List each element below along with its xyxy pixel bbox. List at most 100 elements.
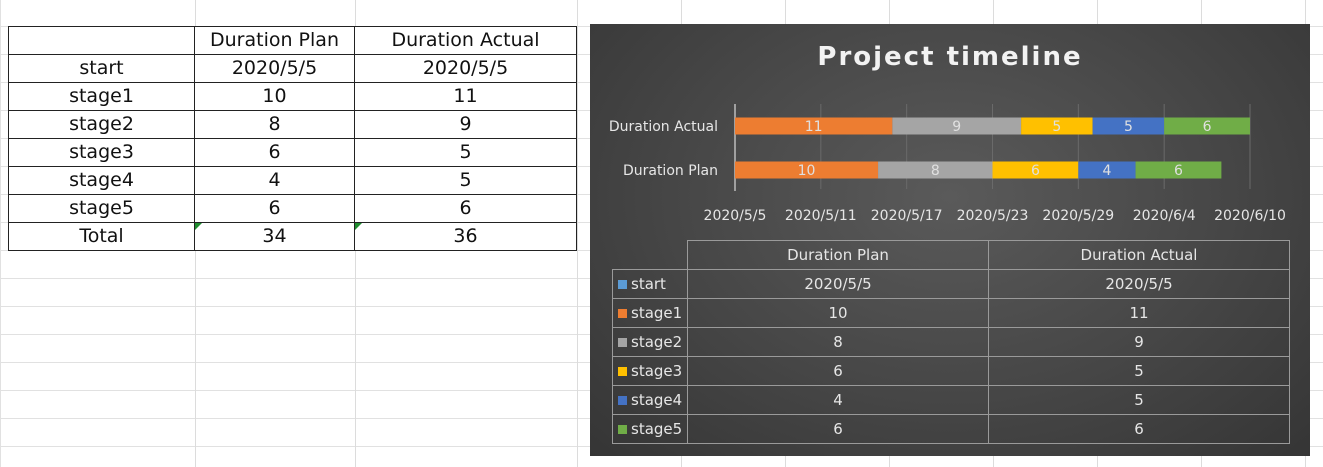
table-cell[interactable]: 6 <box>354 194 577 223</box>
error-indicator-icon <box>195 223 202 230</box>
table-cell[interactable]: 6 <box>194 138 355 167</box>
data-table-cell: 5 <box>988 385 1290 415</box>
table-cell[interactable]: stage4 <box>8 166 195 195</box>
data-table-row: stage5 6 6 <box>612 414 1290 444</box>
table-cell[interactable]: 36 <box>354 222 577 251</box>
table-row: stage5 6 6 <box>8 194 577 223</box>
x-tick-label: 2020/5/17 <box>871 208 943 224</box>
error-indicator-icon <box>355 223 362 230</box>
table-cell[interactable]: 2020/5/5 <box>354 54 577 83</box>
data-label: 6 <box>1203 119 1212 135</box>
table-cell[interactable]: stage2 <box>8 110 195 139</box>
x-tick-label: 2020/5/29 <box>1042 208 1114 224</box>
data-table-cell: 10 <box>687 298 989 328</box>
source-data-table: Duration Plan Duration Actual start 2020… <box>8 26 577 251</box>
table-row: stage3 6 5 <box>8 138 577 167</box>
table-row: stage1 10 11 <box>8 82 577 111</box>
bar-stage5 <box>1135 161 1222 179</box>
data-table-cell: 6 <box>687 414 989 444</box>
bar-stage4 <box>1078 161 1136 179</box>
data-label: 9 <box>952 119 961 135</box>
data-table-cell: 4 <box>687 385 989 415</box>
bar-stage1 <box>735 161 879 179</box>
data-table-header-row: Duration Plan Duration Actual <box>612 240 1290 270</box>
data-table-header: Duration Plan <box>687 240 989 270</box>
data-label: 5 <box>1052 119 1061 135</box>
y-category-label: Duration Actual <box>609 119 718 135</box>
table-row: start 2020/5/5 2020/5/5 <box>8 54 577 83</box>
x-tick-label: 2020/5/11 <box>785 208 857 224</box>
table-cell[interactable]: 5 <box>354 166 577 195</box>
bar-stage5 <box>1164 117 1250 135</box>
table-cell[interactable]: Duration Actual <box>354 26 577 55</box>
y-category-label: Duration Plan <box>623 163 718 179</box>
data-table-header: Duration Actual <box>988 240 1290 270</box>
data-table-row: stage3 6 5 <box>612 356 1290 386</box>
bar-stage2 <box>892 117 1022 135</box>
data-table-cell: 9 <box>988 327 1290 357</box>
table-cell[interactable]: stage1 <box>8 82 195 111</box>
chart-title: Project timeline <box>817 42 1083 72</box>
table-row-total: Total 34 36 <box>8 222 577 251</box>
data-table-cell: 11 <box>988 298 1290 328</box>
data-label: 10 <box>798 163 816 179</box>
data-table-row: start 2020/5/5 2020/5/5 <box>612 269 1290 299</box>
x-tick-label: 2020/5/23 <box>957 208 1029 224</box>
table-cell[interactable]: 8 <box>194 110 355 139</box>
data-label: 6 <box>1174 163 1183 179</box>
legend-label: stage4 <box>631 391 683 409</box>
data-table-cell: 8 <box>687 327 989 357</box>
bar-stage4 <box>1092 117 1165 135</box>
table-cell[interactable]: Total <box>8 222 195 251</box>
legend-key-stage5 <box>618 425 627 434</box>
legend-label: stage1 <box>631 304 683 322</box>
data-table-cell: 2020/5/5 <box>988 269 1290 299</box>
table-header-row: Duration Plan Duration Actual <box>8 26 577 55</box>
table-cell[interactable]: 4 <box>194 166 355 195</box>
table-cell[interactable]: Duration Plan <box>194 26 355 55</box>
table-cell[interactable]: stage5 <box>8 194 195 223</box>
data-label: 11 <box>805 119 823 135</box>
data-label: 4 <box>1102 163 1111 179</box>
table-cell[interactable] <box>8 26 195 55</box>
bar-stage3 <box>992 161 1079 179</box>
x-tick-label: 2020/5/5 <box>704 208 767 224</box>
data-table-row: stage4 4 5 <box>612 385 1290 415</box>
table-cell[interactable]: 9 <box>354 110 577 139</box>
x-tick-label: 2020/6/4 <box>1133 208 1196 224</box>
bar-stage3 <box>1021 117 1093 135</box>
table-cell[interactable]: 34 <box>194 222 355 251</box>
legend-key-stage4 <box>618 396 627 405</box>
data-label: 5 <box>1124 119 1133 135</box>
legend-label: stage5 <box>631 420 683 438</box>
x-tick-label: 2020/6/10 <box>1214 208 1286 224</box>
table-cell[interactable]: 10 <box>194 82 355 111</box>
legend-key-stage2 <box>618 338 627 347</box>
data-table-cell: 6 <box>988 414 1290 444</box>
table-cell[interactable]: 6 <box>194 194 355 223</box>
legend-label: stage3 <box>631 362 683 380</box>
table-cell[interactable]: stage3 <box>8 138 195 167</box>
table-cell[interactable]: 11 <box>354 82 577 111</box>
data-table-cell: 5 <box>988 356 1290 386</box>
legend-key-start <box>618 280 627 289</box>
legend-key-stage3 <box>618 367 627 376</box>
data-table-row: stage1 10 11 <box>612 298 1290 328</box>
table-cell[interactable]: 2020/5/5 <box>194 54 355 83</box>
table-row: stage2 8 9 <box>8 110 577 139</box>
chart-data-table: Duration Plan Duration Actual start 2020… <box>612 240 1290 444</box>
table-cell[interactable]: start <box>8 54 195 83</box>
table-row: stage4 4 5 <box>8 166 577 195</box>
legend-label: stage2 <box>631 333 683 351</box>
table-cell[interactable]: 5 <box>354 138 577 167</box>
data-table-row: stage2 8 9 <box>612 327 1290 357</box>
data-table-cell: 2020/5/5 <box>687 269 989 299</box>
data-table-cell: 6 <box>687 356 989 386</box>
bar-stage1 <box>735 117 893 135</box>
bar-chart-plot: 2020/5/5 2020/5/11 2020/5/17 2020/5/23 2020/… <box>609 104 1286 224</box>
bar-stage2 <box>878 161 993 179</box>
legend-key-stage1 <box>618 309 627 318</box>
legend-label: start <box>631 275 666 293</box>
chart-area[interactable]: Project timeline 2020/5/5 2020/5/11 2020/5… <box>590 24 1310 456</box>
data-label: 6 <box>1031 163 1040 179</box>
